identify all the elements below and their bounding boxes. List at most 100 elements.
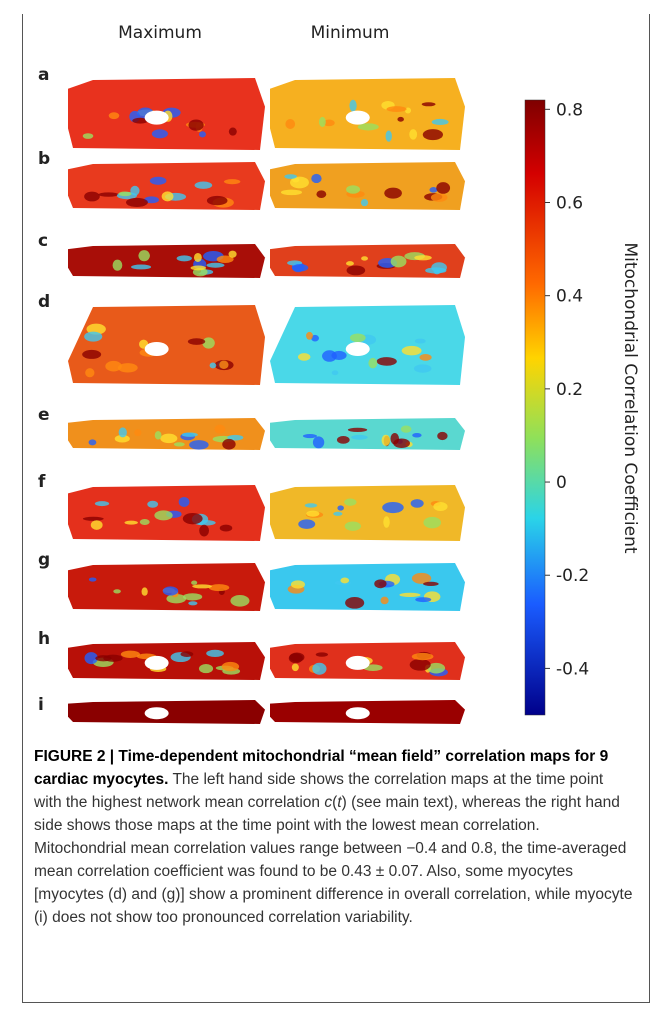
cell-map-spot: [161, 191, 174, 202]
cell-map-spot: [351, 434, 368, 440]
cell-map-spot: [401, 345, 422, 356]
row-label: c: [38, 231, 48, 251]
cell-map-spot: [132, 117, 149, 124]
cell-map-spot: [103, 654, 123, 662]
cell-map-spot: [409, 129, 418, 140]
cell-map: [68, 244, 265, 278]
cell-map-spot: [374, 579, 387, 589]
cell-map-spot: [318, 116, 326, 128]
cell-map-spot: [316, 190, 327, 199]
cell-map-spot: [187, 338, 206, 345]
figure: Maximum Minimum Mitochondrial Correlatio…: [38, 23, 640, 724]
cell-map-spot: [285, 119, 296, 129]
row-label: e: [38, 405, 50, 425]
row-label: d: [38, 292, 50, 312]
cell-map-spot: [291, 264, 309, 272]
cell-map-spot: [291, 663, 299, 672]
cell-map-spot: [190, 265, 207, 271]
cell-map-spot: [88, 577, 97, 582]
cell-map-spot: [422, 129, 444, 141]
cell-map-spot: [131, 264, 152, 270]
cell-map-spot: [216, 255, 234, 263]
cell-map-spot: [144, 196, 160, 204]
cell-map-spot: [349, 333, 366, 343]
cell-map-spot: [228, 250, 237, 258]
cell-map-spot: [108, 112, 120, 120]
cell-map-spot: [154, 510, 173, 521]
cell-map-spot: [381, 434, 391, 446]
cell-map-spot: [376, 357, 397, 366]
colorbar-tick-label: 0.8: [556, 100, 583, 120]
cell-map-spot: [429, 186, 438, 193]
cell-map-spot: [344, 498, 357, 506]
cell-map-spot: [344, 521, 361, 531]
cell-map-spot: [228, 127, 237, 136]
cell-map-spot: [82, 516, 104, 521]
cell-map-spot: [84, 331, 103, 342]
cell-map-spot: [331, 370, 339, 376]
cell-map-spot: [209, 362, 217, 369]
cell-map-spot: [151, 129, 168, 139]
row-label: g: [38, 550, 50, 570]
cell-map-spot: [112, 259, 123, 271]
cell-map-spot: [288, 653, 303, 664]
cell-map-spot: [222, 438, 236, 450]
cell-map-spot: [227, 434, 244, 441]
cell-map-spot: [182, 593, 203, 601]
colorbar-tick-label: 0.6: [556, 194, 583, 214]
cell-map-spot: [340, 577, 350, 584]
cell-map-spot: [411, 652, 434, 661]
cell-map-spot: [431, 262, 447, 273]
cell-map-spot: [202, 337, 215, 349]
cell-map-spot: [284, 174, 297, 179]
cell-map-spot: [90, 520, 103, 530]
cell-map-spot: [360, 198, 369, 207]
cell-map-spot: [390, 255, 407, 268]
cell-map-spot: [206, 262, 225, 268]
cell-map-spot: [147, 500, 159, 508]
cell-map-spot: [192, 584, 212, 589]
cell-map-spot: [383, 516, 390, 528]
cell-map-spot: [368, 357, 378, 369]
cell-map-spot: [124, 520, 138, 525]
cell-map-spot: [221, 661, 240, 672]
cell-map-spot: [85, 368, 95, 378]
cell-map-spot: [120, 650, 140, 658]
caption-text: (see main text), whereas the right hand …: [34, 794, 633, 926]
cell-map-spot: [94, 501, 110, 507]
cell-map-spot: [290, 176, 309, 189]
cell-map-spot: [219, 524, 233, 532]
cell-map-spot: [206, 649, 224, 658]
cell-hole: [345, 110, 370, 125]
cell-map-spot: [193, 252, 202, 262]
caption: FIGURE 2 | Time-dependent mitochondrial …: [34, 748, 633, 926]
cell-map-spot: [191, 580, 198, 585]
cell-map-spot: [304, 503, 318, 508]
cell-map-spot: [134, 429, 142, 437]
cell-map-spot: [188, 119, 204, 131]
caption-text: The left hand side shows the correlation…: [34, 771, 604, 811]
cell-map-spot: [130, 185, 140, 196]
cell-map-spot: [113, 589, 121, 594]
cell-map-spot: [357, 123, 379, 131]
cell-map-spot: [180, 651, 194, 657]
cell-map-spot: [311, 334, 319, 342]
cell-map-spot: [312, 436, 325, 449]
cell-map-spot: [349, 99, 357, 112]
cell-map-spot: [219, 360, 229, 370]
cell-map-spot: [423, 581, 439, 586]
cell-map-spot: [436, 182, 451, 194]
cell-map-spot: [333, 511, 343, 516]
cell-map-spot: [199, 524, 209, 537]
row-label: f: [38, 472, 46, 492]
cell-map-spot: [384, 187, 402, 199]
caption-math: c: [324, 794, 333, 811]
cell-map-spot: [82, 349, 102, 359]
cell-hole: [345, 707, 370, 720]
colorbar-tick-label: 0.2: [556, 380, 583, 400]
cell-map: [68, 563, 265, 611]
row-label: b: [38, 149, 50, 169]
cell-map-spot: [88, 439, 97, 446]
cell-map-spot: [331, 350, 347, 360]
